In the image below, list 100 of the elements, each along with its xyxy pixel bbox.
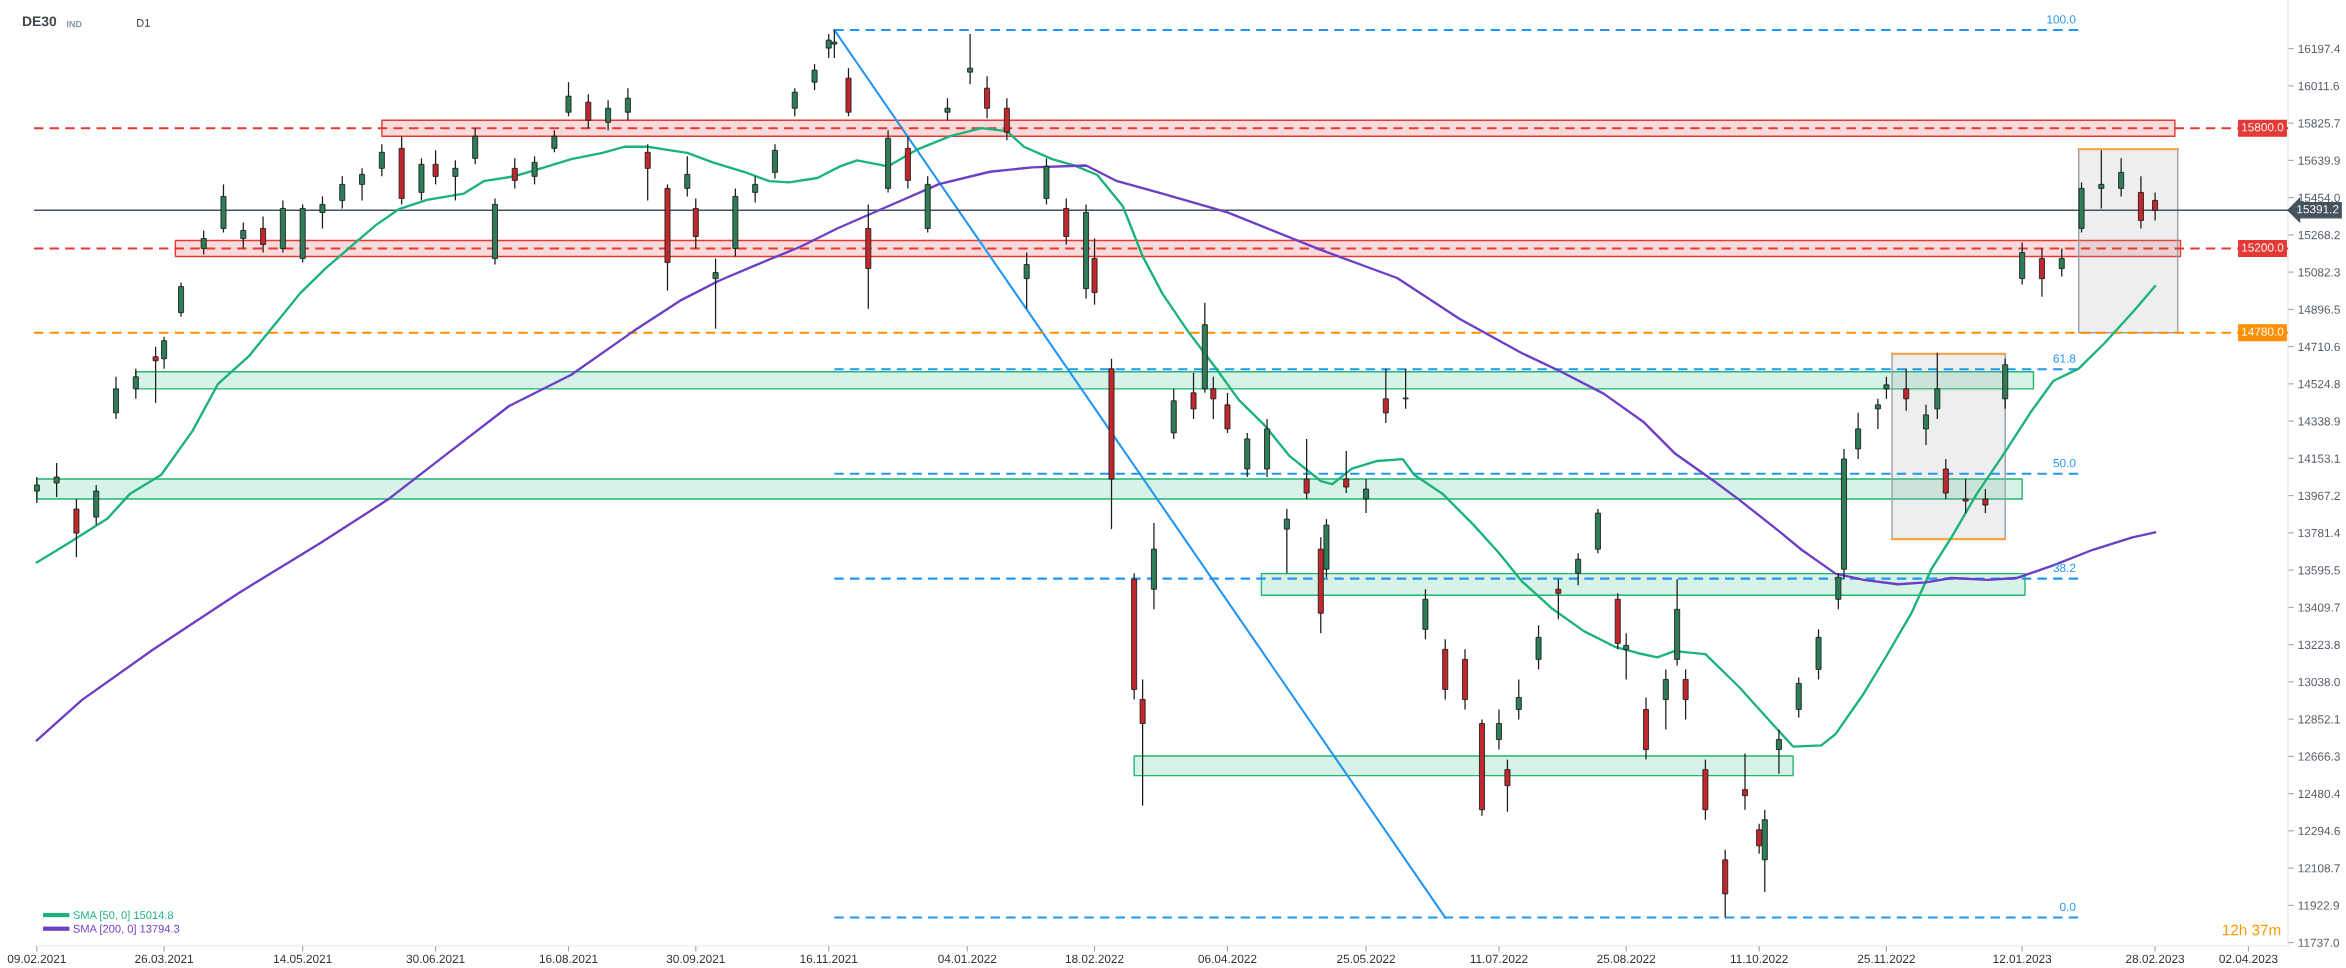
candlestick <box>2058 247 2065 278</box>
candlestick <box>1934 352 1941 420</box>
x-tick-label: 02.04.2023 <box>2219 954 2278 963</box>
candlestick <box>1982 488 1989 514</box>
y-tick-label: 14524.8 <box>2298 379 2340 389</box>
candlestick <box>1363 478 1369 514</box>
candlestick <box>1343 450 1350 494</box>
y-tick-label: 14338.9 <box>2298 417 2340 426</box>
y-tick-label: 12666.3 <box>2298 752 2340 761</box>
x-tick-label: 11.07.2022 <box>1470 954 1528 963</box>
candlestick <box>1190 372 1197 420</box>
y-tick-label: 13223.8 <box>2298 640 2340 649</box>
annotation: 50.0 <box>2053 458 2076 468</box>
candlestick <box>34 476 40 504</box>
y-tick-label: 15082.3 <box>2298 268 2340 277</box>
candlestick <box>1555 578 1562 620</box>
annotation: 0.0 <box>2059 902 2076 912</box>
candlestick <box>585 93 592 129</box>
candlestick <box>772 143 778 180</box>
candlestick <box>511 157 518 190</box>
candlestick <box>967 33 974 85</box>
y-tick-label: 13595.5 <box>2298 566 2340 575</box>
candlestick <box>378 143 385 177</box>
candlestick <box>811 63 818 91</box>
text: DE30 <box>22 16 57 27</box>
annotation: 38.2 <box>2053 563 2076 573</box>
candlestick <box>684 155 691 198</box>
y-tick-label: 14896.5 <box>2298 305 2340 314</box>
candlestick <box>1682 668 1689 721</box>
candlestick <box>2118 157 2125 198</box>
x-tick-label: 30.06.2021 <box>406 954 465 963</box>
text: IND <box>67 20 82 28</box>
x-tick-label: 18.02.2022 <box>1065 954 1124 963</box>
candlestick <box>1855 412 1862 460</box>
x-tick-label: 16.11.2021 <box>800 954 858 963</box>
candlestick <box>1023 251 1030 310</box>
y-tick-label: 13781.4 <box>2298 528 2341 538</box>
candlestick <box>1504 758 1511 813</box>
x-tick-label: 09.02.2021 <box>7 954 66 963</box>
ref-line-label: 14780.0 <box>2242 327 2284 336</box>
candlestick <box>432 149 439 186</box>
y-tick-label: 15454.0 <box>2298 193 2340 203</box>
candlestick <box>2038 247 2045 298</box>
x-tick-label: 25.11.2022 <box>1857 954 1915 963</box>
y-tick-label: 16011.6 <box>2298 81 2340 91</box>
candlestick <box>1303 438 1310 500</box>
candlestick <box>260 215 267 254</box>
annotation: 12h 37m <box>2222 924 2281 936</box>
x-tick-label: 12.01.2023 <box>1993 954 2052 963</box>
candlestick <box>240 221 247 250</box>
x-tick-label: 16.08.2021 <box>539 954 598 963</box>
candlestick <box>152 346 159 404</box>
candlestick <box>1923 404 1929 446</box>
candlestick <box>1742 752 1748 811</box>
candlestick <box>605 99 612 131</box>
candlestick <box>2098 149 2105 210</box>
candlestick <box>1962 478 1969 514</box>
ref-line-label: 15391.2 <box>2297 205 2339 214</box>
candlestick <box>1775 728 1782 775</box>
candlestick <box>200 229 207 256</box>
x-tick-label: 14.05.2021 <box>274 954 332 963</box>
y-tick-label: 15268.2 <box>2298 230 2340 240</box>
y-tick-label: 13038.0 <box>2298 677 2340 687</box>
x-tick-label: 06.04.2022 <box>1198 954 1257 963</box>
y-tick-label: 12108.7 <box>2298 864 2340 873</box>
x-tick-label: 25.05.2022 <box>1337 954 1395 963</box>
candlestick <box>472 127 479 165</box>
y-tick-label: 12852.1 <box>2298 715 2340 724</box>
candlestick <box>1382 368 1389 424</box>
candlestick <box>624 87 631 121</box>
candlestick <box>1515 678 1522 721</box>
candlestick <box>1535 624 1542 671</box>
candlestick <box>339 175 346 210</box>
candlestick <box>531 155 538 186</box>
candlestick <box>1874 398 1881 430</box>
y-tick-label: 11922.9 <box>2298 901 2339 910</box>
candlestick <box>551 129 558 153</box>
candlestick <box>161 336 168 370</box>
text: SMA [200, 0] 13794.3 <box>73 924 180 935</box>
y-tick-label: 15825.7 <box>2298 119 2340 128</box>
y-tick-label: 14710.6 <box>2298 342 2340 352</box>
candlestick <box>53 462 60 498</box>
y-tick-label: 12294.6 <box>2298 826 2340 836</box>
x-tick-label: 25.08.2022 <box>1597 954 1656 963</box>
x-tick-label: 26.03.2021 <box>135 954 194 963</box>
candlestick <box>319 195 326 230</box>
y-tick-label: 14153.1 <box>2298 454 2340 463</box>
candlestick <box>1210 376 1217 420</box>
candlestick <box>752 175 759 204</box>
y-tick-label: 13409.7 <box>2298 603 2340 612</box>
x-tick-label: 28.02.2023 <box>2126 954 2185 963</box>
x-tick-label: 11.10.2022 <box>1730 954 1788 963</box>
candlestick <box>1402 368 1409 410</box>
candlestick <box>644 143 651 202</box>
candlestick <box>565 81 572 117</box>
candlestick <box>1903 368 1910 412</box>
candlestick <box>1283 508 1290 574</box>
y-tick-label: 11737.0 <box>2298 938 2340 947</box>
annotation: 100.0 <box>2047 15 2076 24</box>
y-tick-label: 13967.2 <box>2298 491 2340 500</box>
